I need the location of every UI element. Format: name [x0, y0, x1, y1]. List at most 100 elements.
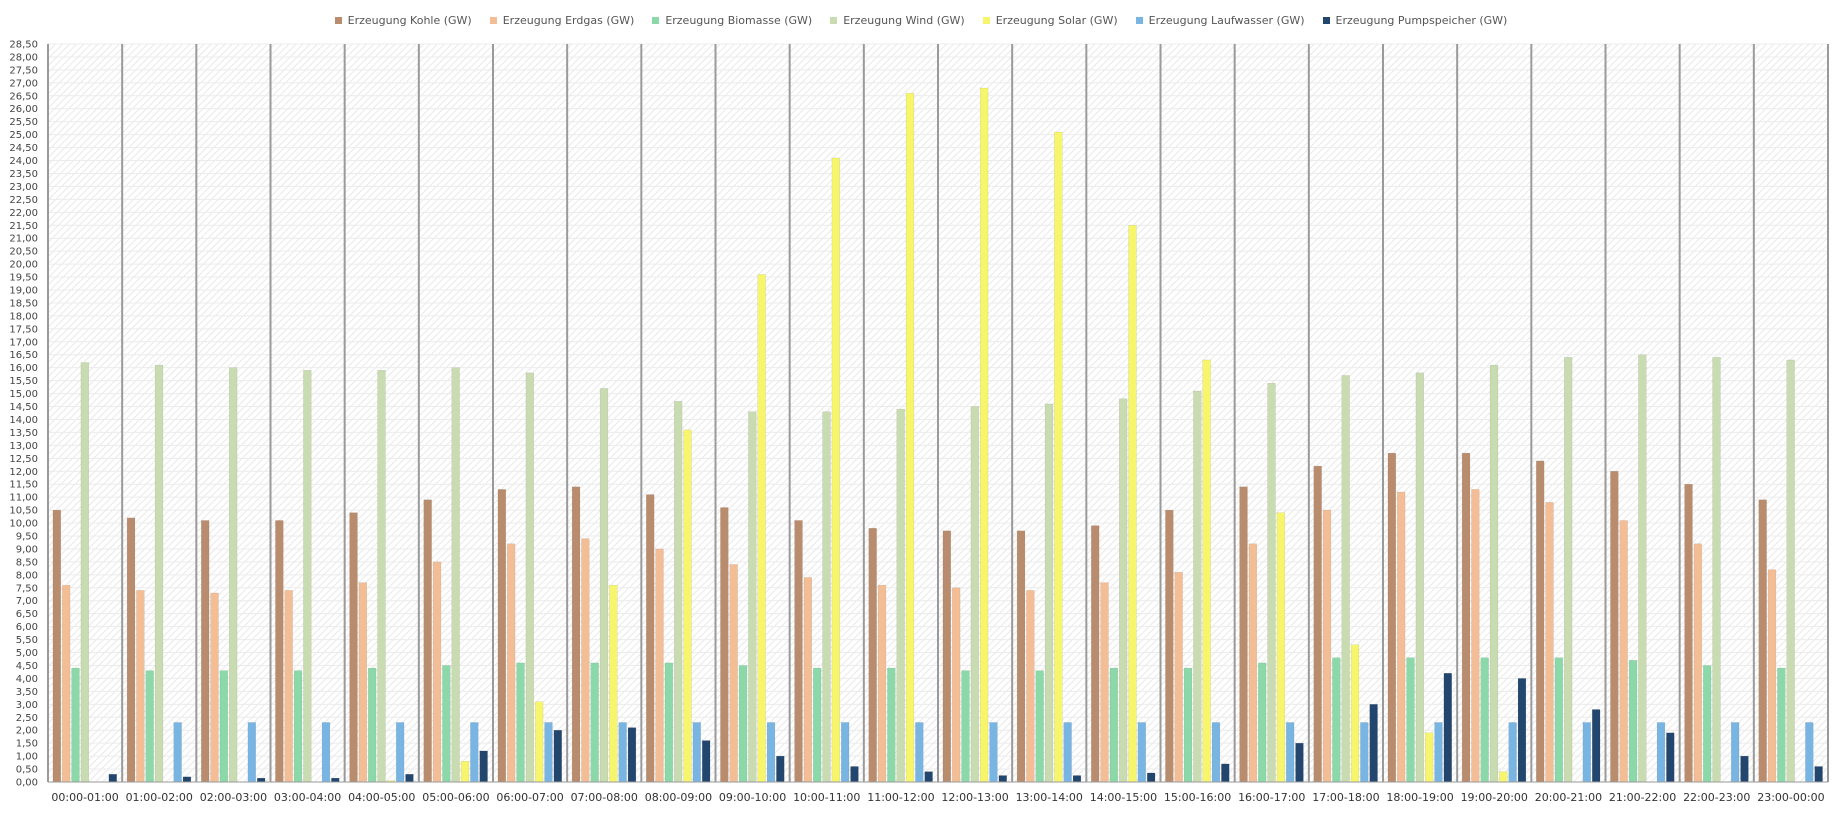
bar	[126, 517, 136, 783]
y-tick-label: 23,00	[9, 182, 38, 193]
y-tick-label: 11,00	[9, 493, 38, 504]
legend-swatch	[652, 17, 660, 24]
y-tick-label: 0,50	[16, 765, 38, 776]
bar	[423, 499, 432, 783]
legend-label: Erzeugung Erdgas (GW)	[502, 14, 635, 27]
y-tick-label: 6,00	[16, 622, 38, 633]
legend-label: Erzeugung Kohle (GW)	[347, 14, 472, 27]
bar	[720, 507, 729, 783]
bar	[1063, 722, 1072, 783]
bar	[766, 722, 776, 783]
legend-item: Erzeugung Erdgas (GW)	[489, 14, 635, 27]
bar	[358, 582, 368, 783]
bar	[683, 429, 692, 783]
y-tick-label: 26,00	[9, 104, 38, 115]
legend-item: Erzeugung Wind (GW)	[830, 14, 965, 27]
bar	[803, 577, 813, 783]
bar	[275, 520, 284, 783]
y-tick-label: 23,50	[9, 169, 38, 180]
bar	[1517, 678, 1527, 783]
bar	[813, 667, 822, 783]
bar	[1489, 364, 1499, 783]
bar	[1536, 460, 1545, 783]
x-tick-label: 10:00-11:00	[793, 791, 860, 804]
y-tick-label: 7,00	[16, 596, 38, 607]
bar	[840, 722, 850, 783]
bar	[284, 590, 293, 783]
x-tick-label: 06:00-07:00	[496, 791, 563, 804]
y-tick-label: 8,00	[16, 570, 38, 581]
bar	[757, 274, 766, 783]
bar	[108, 773, 117, 783]
bar	[1480, 657, 1489, 783]
bar	[989, 722, 998, 783]
bar	[822, 411, 831, 783]
y-tick-label: 3,50	[16, 687, 38, 698]
bar	[618, 722, 627, 783]
legend-label: Erzeugung Biomasse (GW)	[665, 14, 813, 27]
y-tick-label: 14,50	[9, 402, 38, 413]
y-tick-label: 25,50	[9, 117, 38, 128]
bar	[646, 494, 655, 783]
bar	[1295, 742, 1304, 783]
bar	[1016, 530, 1026, 783]
bar	[1193, 390, 1202, 783]
x-tick-label: 01:00-02:00	[126, 791, 193, 804]
bar	[896, 408, 905, 783]
bar	[331, 777, 340, 783]
bar	[1740, 755, 1749, 783]
legend-item: Erzeugung Kohle (GW)	[334, 14, 472, 27]
bar	[1072, 775, 1082, 783]
bar	[507, 543, 516, 783]
bar	[516, 662, 525, 783]
y-tick-label: 11,50	[9, 480, 38, 491]
y-tick-label: 20,50	[9, 247, 38, 258]
bar	[52, 509, 62, 783]
y-tick-label: 6,50	[16, 609, 38, 620]
bar	[609, 584, 618, 783]
bar	[479, 750, 488, 783]
bar	[1322, 509, 1332, 783]
x-tick-label: 00:00-01:00	[51, 791, 118, 804]
bar	[1165, 509, 1174, 783]
bar	[470, 722, 479, 783]
bar	[961, 670, 970, 783]
bar	[1564, 357, 1573, 783]
x-tick-label: 19:00-20:00	[1461, 791, 1528, 804]
bar	[1285, 722, 1295, 783]
bar	[1026, 590, 1035, 783]
y-tick-label: 16,00	[9, 363, 38, 374]
bar	[201, 520, 210, 783]
legend-label: Erzeugung Wind (GW)	[843, 14, 965, 27]
x-tick-label: 04:00-05:00	[348, 791, 415, 804]
legend-label: Erzeugung Pumpspeicher (GW)	[1335, 14, 1508, 27]
bar	[831, 157, 840, 783]
bar	[590, 662, 599, 783]
y-tick-label: 16,50	[9, 350, 38, 361]
bar	[1684, 483, 1693, 783]
legend-swatch	[1322, 17, 1330, 24]
bar	[692, 722, 701, 783]
y-tick-label: 24,50	[9, 143, 38, 154]
x-tick-label: 22:00-23:00	[1683, 791, 1750, 804]
bar	[942, 530, 952, 783]
bar	[748, 411, 757, 783]
bar	[293, 670, 303, 783]
y-tick-label: 27,00	[9, 78, 38, 89]
bar	[1146, 772, 1156, 783]
bar	[581, 538, 590, 783]
bar	[525, 372, 534, 783]
bar	[1100, 582, 1109, 783]
y-tick-label: 4,00	[16, 674, 38, 685]
bar	[1054, 131, 1063, 783]
x-tick-label: 12:00-13:00	[941, 791, 1008, 804]
bar	[544, 722, 553, 783]
bar	[1258, 662, 1267, 783]
x-tick-label: 23:00-00:00	[1757, 791, 1824, 804]
y-tick-label: 3,00	[16, 700, 38, 711]
y-tick-label: 21,50	[9, 221, 38, 232]
y-tick-label: 10,50	[9, 506, 38, 517]
bar	[145, 670, 154, 783]
bar	[627, 727, 637, 783]
